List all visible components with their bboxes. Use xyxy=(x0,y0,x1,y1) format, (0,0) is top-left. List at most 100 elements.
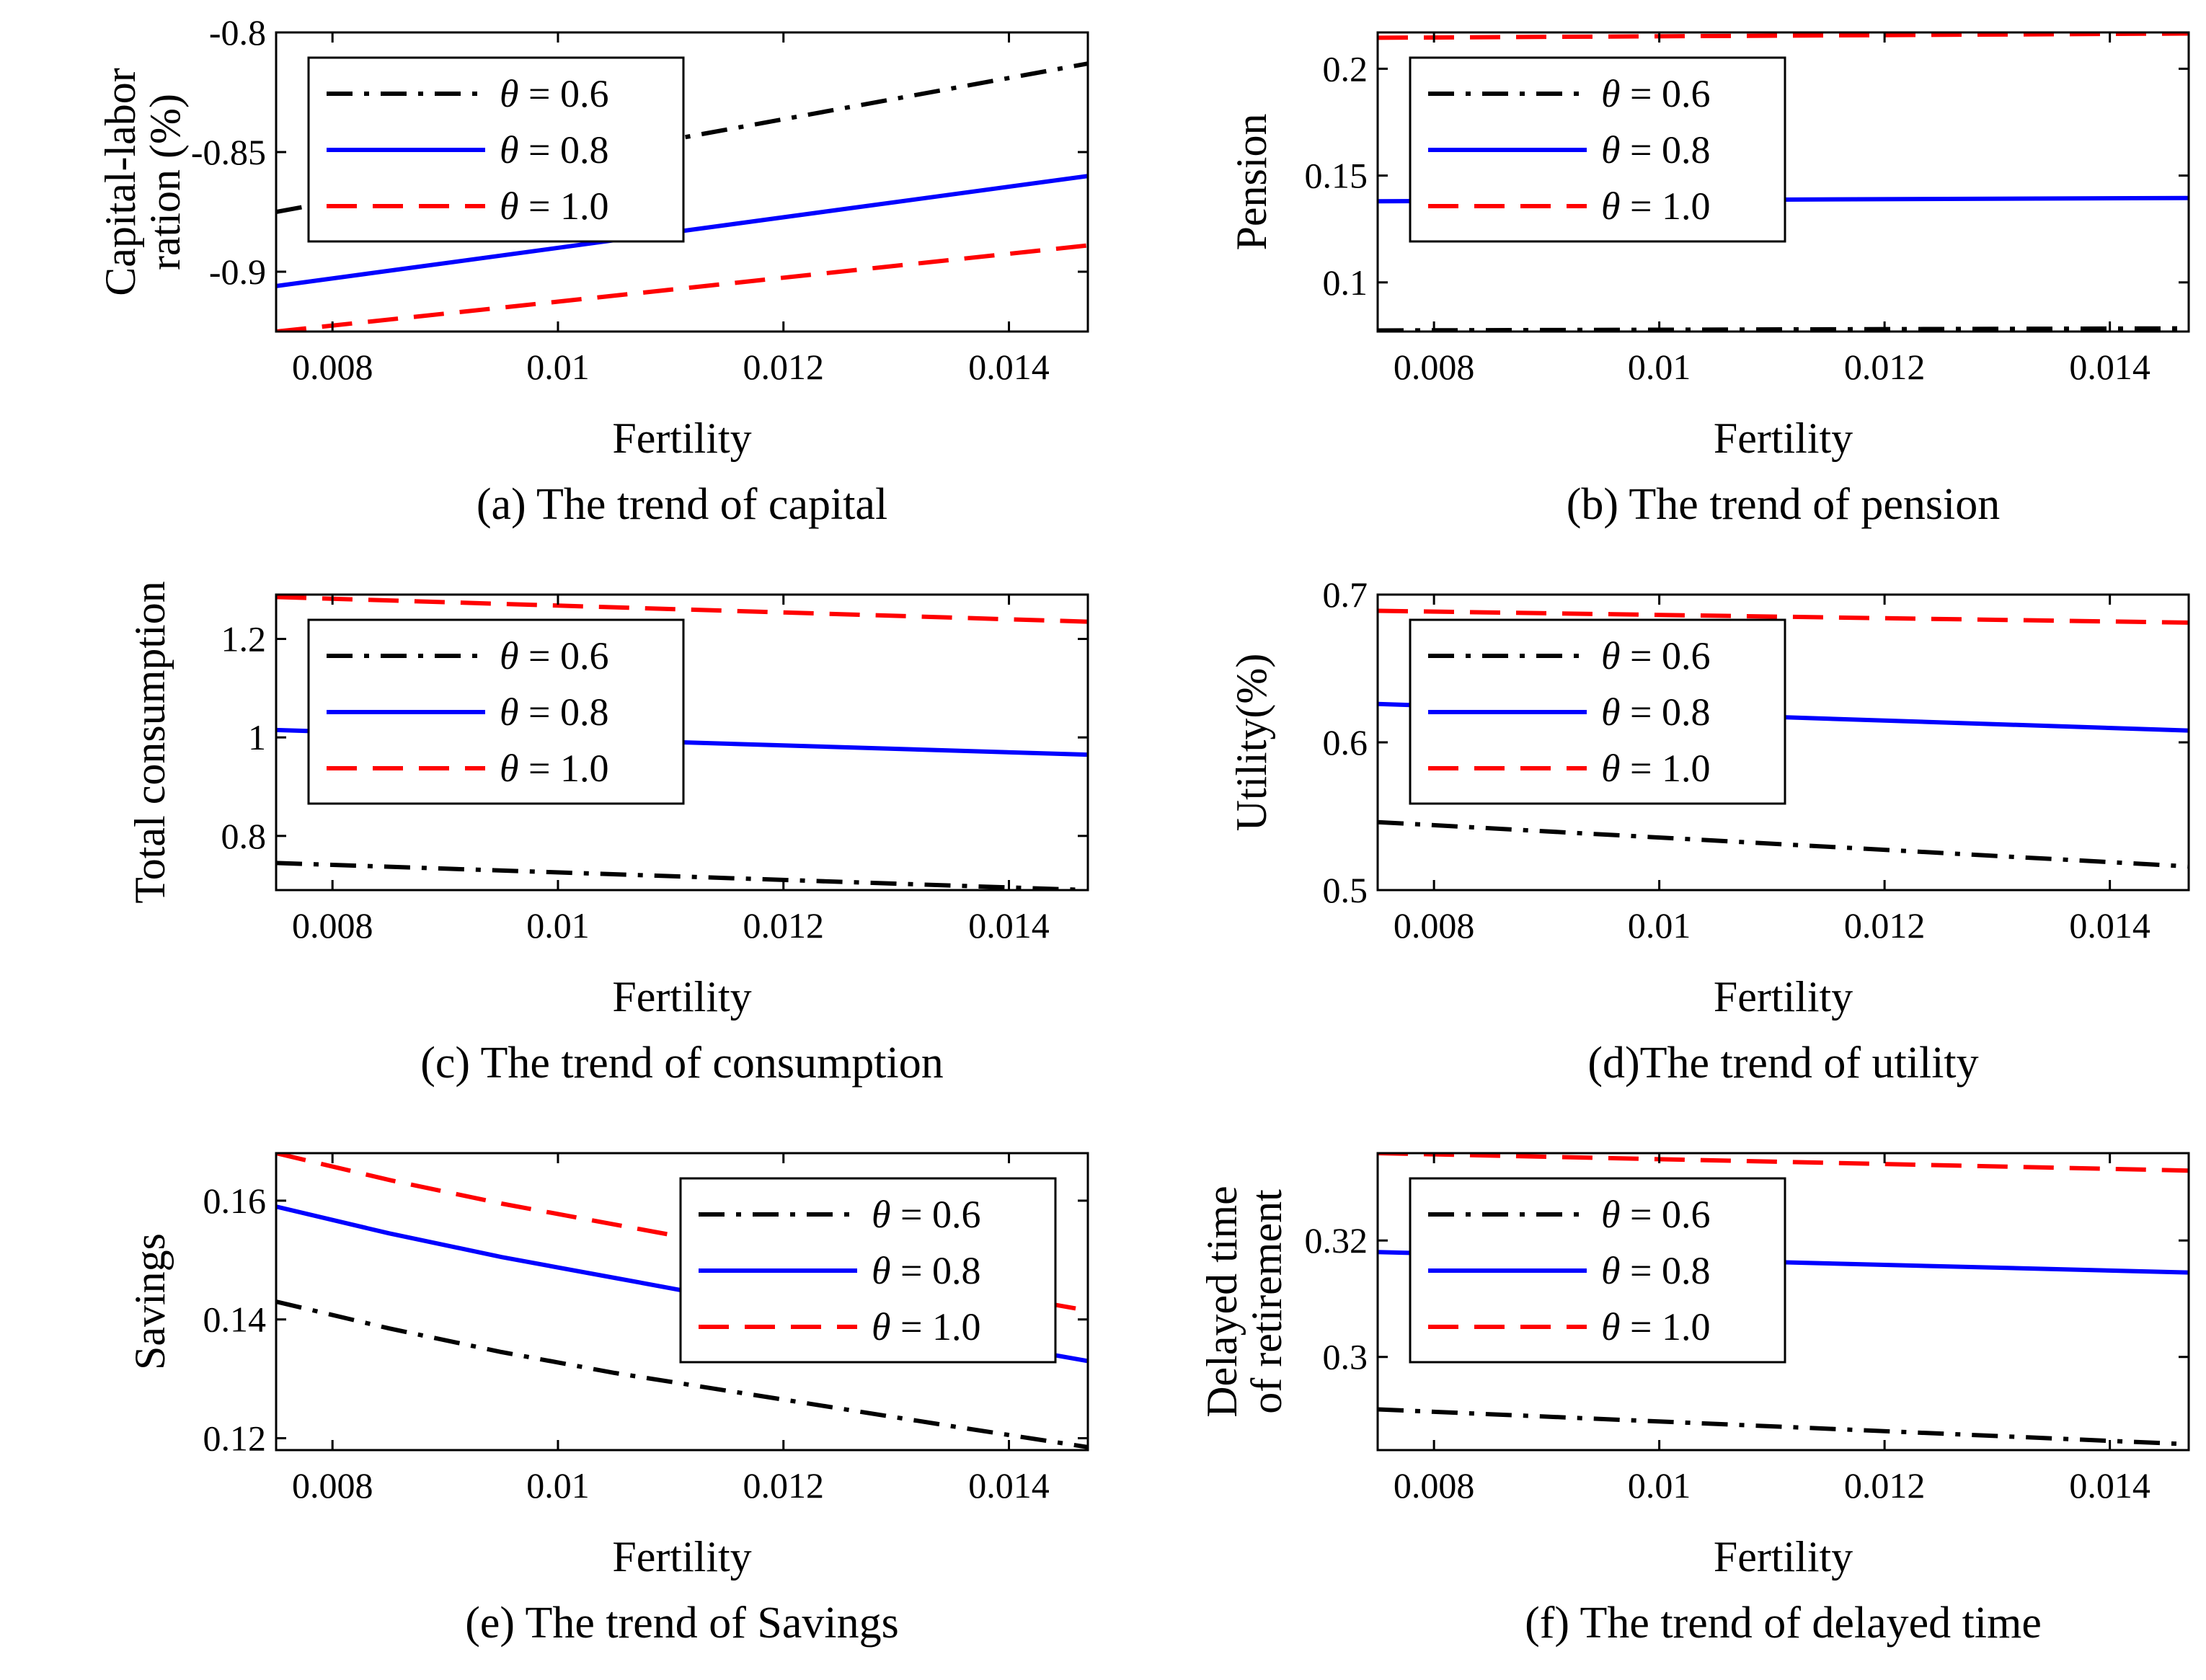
x-tick-label: 0.012 xyxy=(743,1465,825,1506)
x-tick-label: 0.014 xyxy=(2069,347,2150,387)
legend-theta-value: 0.8 xyxy=(1662,128,1711,172)
y-tick-label: 0.8 xyxy=(221,816,267,856)
legend: θ = 0.6 θ = 0.8 θ = 1.0 xyxy=(1409,1177,1786,1364)
legend-entry-label: θ = 0.6 xyxy=(1601,634,1711,677)
y-axis-label: Savings xyxy=(126,1233,174,1370)
y-tick-label: 1.2 xyxy=(221,619,267,659)
legend-theta-value: 0.6 xyxy=(1662,1193,1711,1236)
subplot-caption: (d)The trend of utility xyxy=(1587,1039,1978,1088)
x-tick-label: 0.008 xyxy=(1394,1465,1475,1506)
legend-entry-label: θ = 1.0 xyxy=(500,185,609,228)
legend: θ = 0.6 θ = 0.8 θ = 1.0 xyxy=(1409,618,1786,805)
legend-entry-label: θ = 0.6 xyxy=(872,1193,981,1236)
legend-theta-value: 1.0 xyxy=(1662,747,1711,790)
x-tick-label: 0.01 xyxy=(526,905,590,946)
legend-entry-label: θ = 0.8 xyxy=(872,1249,981,1292)
legend-entry-label: θ = 0.8 xyxy=(500,128,609,172)
x-tick-label: 0.012 xyxy=(1844,905,1926,946)
legend-entry-label: θ = 0.6 xyxy=(1601,72,1711,115)
legend-theta-value: 0.8 xyxy=(932,1249,981,1292)
legend-entry-label: θ = 0.8 xyxy=(500,690,609,734)
legend: θ = 0.6 θ = 0.8 θ = 1.0 xyxy=(307,618,685,805)
legend-theta-value: 1.0 xyxy=(1662,1305,1711,1348)
x-tick-label: 0.01 xyxy=(1628,1465,1691,1506)
axes-frame xyxy=(275,31,1089,333)
series-line-theta-1.0 xyxy=(1378,1153,2189,1173)
y-tick-label: -0.8 xyxy=(209,12,266,53)
legend-entry-label: θ = 0.8 xyxy=(1601,1249,1711,1292)
y-axis-label: ration (%) xyxy=(141,94,189,270)
x-tick-label: 0.012 xyxy=(1844,1465,1926,1506)
legend-theta-value: 0.6 xyxy=(932,1193,981,1236)
x-tick-label: 0.014 xyxy=(968,905,1050,946)
subplot-caption: (c) The trend of consumption xyxy=(420,1039,943,1088)
x-axis-label: Fertility xyxy=(1714,1533,1853,1581)
legend-entry-label: θ = 0.8 xyxy=(1601,690,1711,734)
subplot-caption: (b) The trend of pension xyxy=(1567,480,2000,529)
legend-entry-label: θ = 0.6 xyxy=(1601,1193,1711,1236)
y-axis-label: Total consumption xyxy=(126,581,174,903)
x-tick-label: 0.012 xyxy=(743,347,825,387)
y-tick-label: 1 xyxy=(248,717,266,757)
x-tick-label: 0.014 xyxy=(968,1465,1050,1506)
y-axis-label: Pension xyxy=(1228,113,1275,250)
y-tick-label: 0.15 xyxy=(1305,156,1368,196)
y-tick-label: 0.7 xyxy=(1323,574,1368,615)
legend-entry-label: θ = 0.6 xyxy=(500,72,609,115)
legend-theta-value: 0.8 xyxy=(560,128,609,172)
legend-theta-value: 1.0 xyxy=(560,747,609,790)
subplot-d: 0.008 0.01 0.012 0.014 0.5 0.6 0.7 Fertility Uti… xyxy=(1228,574,2190,1088)
x-axis-label: Fertility xyxy=(1714,414,1853,462)
y-tick-label: 0.14 xyxy=(203,1299,267,1340)
legend-theta-value: 1.0 xyxy=(560,185,609,228)
x-axis-label: Fertility xyxy=(612,1533,751,1581)
x-tick-label: 0.014 xyxy=(2069,905,2150,946)
axes-frame xyxy=(1376,1152,2190,1452)
y-tick-label: 0.12 xyxy=(203,1418,267,1459)
axes-frame xyxy=(1376,31,2190,333)
legend-theta-value: 0.6 xyxy=(560,72,609,115)
x-tick-label: 0.01 xyxy=(526,347,590,387)
legend-theta-value: 0.6 xyxy=(560,634,609,677)
y-tick-label: 0.32 xyxy=(1305,1220,1368,1261)
legend: θ = 0.6 θ = 0.8 θ = 1.0 xyxy=(307,56,685,243)
series-line-theta-1.0 xyxy=(1378,608,2189,625)
legend-entry-label: θ = 1.0 xyxy=(872,1305,981,1348)
legend-entry-label: θ = 1.0 xyxy=(1601,185,1711,228)
y-tick-label: 0.5 xyxy=(1323,870,1368,910)
y-tick-label: 0.2 xyxy=(1323,48,1368,89)
x-tick-label: 0.01 xyxy=(1628,347,1691,387)
subplot-e: 0.008 0.01 0.012 0.014 0.12 0.14 0.16 Fertility… xyxy=(126,1152,1089,1648)
y-axis-label: Utility(%) xyxy=(1228,654,1275,832)
subplot-caption: (a) The trend of capital xyxy=(477,480,887,529)
y-tick-label: 0.3 xyxy=(1323,1337,1368,1377)
legend-entry-label: θ = 0.6 xyxy=(500,634,609,677)
legend-theta-value: 0.6 xyxy=(1662,634,1711,677)
legend-entry-label: θ = 1.0 xyxy=(1601,747,1711,790)
subplot-caption: (e) The trend of Savings xyxy=(465,1599,898,1648)
x-tick-label: 0.012 xyxy=(1844,347,1926,387)
y-tick-label: -0.85 xyxy=(191,132,266,172)
subplot-f: 0.008 0.01 0.012 0.014 0.3 0.32 Fertility Delay… xyxy=(1198,1152,2190,1648)
axes-frame xyxy=(275,1152,1089,1452)
series-line-theta-1.0 xyxy=(1378,32,2189,40)
x-tick-label: 0.014 xyxy=(968,347,1050,387)
series-line-theta-0.6 xyxy=(276,1299,1088,1449)
axes-frame xyxy=(275,593,1089,892)
legend-theta-value: 0.8 xyxy=(560,690,609,734)
y-axis-label: Delayed time xyxy=(1198,1186,1246,1418)
subplot-a: 0.008 0.01 0.012 0.014 -0.9 -0.85 -0.8 Fertilit… xyxy=(97,12,1089,529)
legend-theta-value: 1.0 xyxy=(1662,185,1711,228)
legend-theta-value: 1.0 xyxy=(932,1305,981,1348)
legend-entry-label: θ = 1.0 xyxy=(500,747,609,790)
legend-theta-value: 0.8 xyxy=(1662,690,1711,734)
y-tick-label: -0.9 xyxy=(209,252,266,292)
series-line-theta-0.6 xyxy=(276,61,1088,214)
axes-frame xyxy=(1376,593,2190,892)
x-tick-label: 0.014 xyxy=(2069,1465,2150,1506)
y-tick-label: 0.1 xyxy=(1323,262,1368,303)
y-axis-label: Capital-labor xyxy=(97,68,144,296)
x-tick-label: 0.008 xyxy=(292,347,373,387)
x-axis-label: Fertility xyxy=(612,973,751,1021)
subplot-caption: (f) The trend of delayed time xyxy=(1525,1599,2042,1648)
